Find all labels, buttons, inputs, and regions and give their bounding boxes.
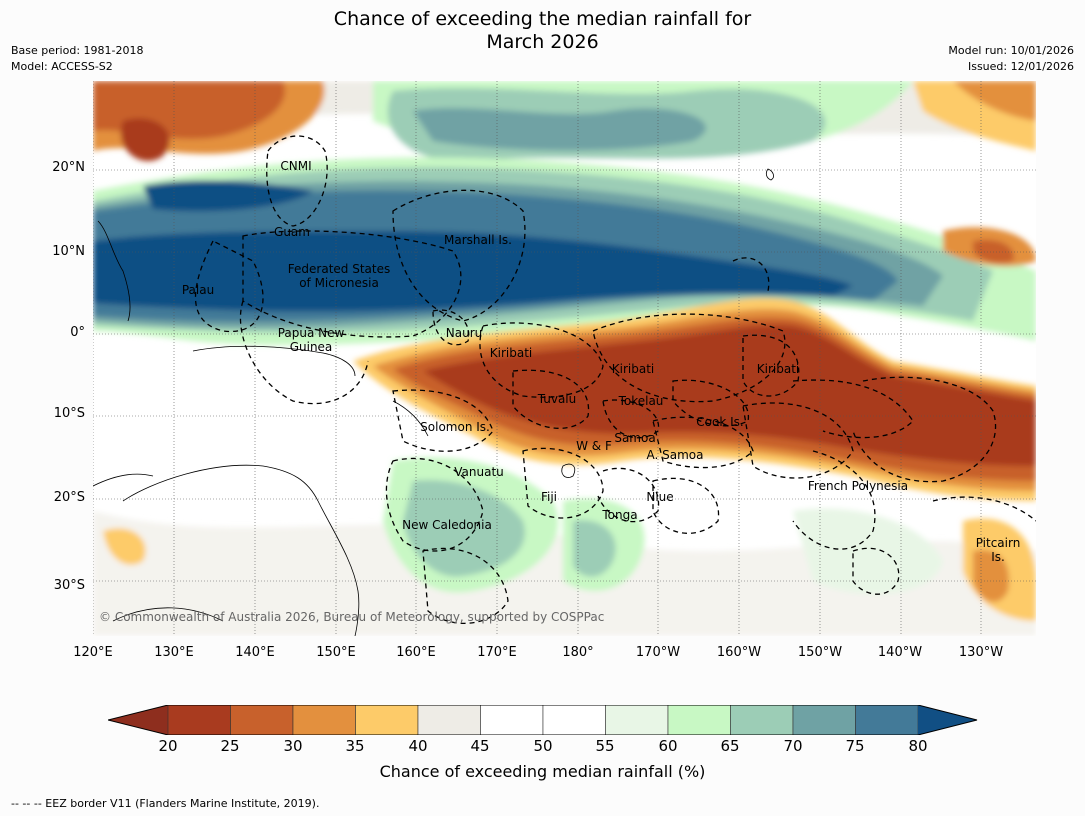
base-period: Base period: 1981-2018 xyxy=(11,44,144,57)
label-american-samoa: A. Samoa xyxy=(646,448,704,462)
colorbar-over-arrow xyxy=(918,705,977,735)
colorbar-cell xyxy=(792,705,856,735)
lat-tick-0: 0° xyxy=(70,325,85,340)
colorbar-tick: 45 xyxy=(470,737,490,755)
colorbar-tick: 35 xyxy=(345,737,365,755)
lon-tick-140w: 140°W xyxy=(877,645,923,660)
label-kiribati-west: Kiribati xyxy=(489,346,533,360)
copyright-notice: © Commonwealth of Australia 2026, Bureau… xyxy=(99,610,605,624)
label-pitcairn: Pitcairn Is. xyxy=(976,536,1021,564)
label-png-line1: Papua New xyxy=(277,326,345,340)
label-new-caledonia: New Caledonia xyxy=(402,518,492,532)
colorbar-tick: 30 xyxy=(283,737,303,755)
lon-tick-150w: 150°W xyxy=(797,645,843,660)
lon-tick-130e: 130°E xyxy=(154,645,194,660)
colorbar-cell xyxy=(167,705,231,735)
title-line-2: March 2026 xyxy=(486,31,599,53)
colorbar-tick: 60 xyxy=(658,737,678,755)
label-fiji: Fiji xyxy=(540,490,558,504)
lon-tick-180: 180° xyxy=(562,645,594,660)
lon-tick-160w: 160°W xyxy=(716,645,762,660)
label-palau: Palau xyxy=(181,283,215,297)
lon-tick-140e: 140°E xyxy=(235,645,275,660)
lat-tick-10n: 10°N xyxy=(52,244,85,259)
colorbar-cell xyxy=(417,705,481,735)
lon-tick-120e: 120°E xyxy=(73,645,113,660)
label-marshall: Marshall Is. xyxy=(444,233,512,247)
label-kiribati-central: Kiribati xyxy=(611,362,655,376)
colorbar-tick: 55 xyxy=(595,737,615,755)
lat-tick-20s: 20°S xyxy=(53,490,85,505)
issued-date: Issued: 12/01/2026 xyxy=(967,60,1074,73)
model-name: Model: ACCESS-S2 xyxy=(11,60,113,73)
label-cnmi: CNMI xyxy=(280,159,312,173)
label-fsm: Federated States of Micronesia xyxy=(288,262,390,290)
label-tonga: Tonga xyxy=(602,508,638,522)
colorbar-cell xyxy=(292,705,356,735)
metadata-right: Model run: 10/01/2026 Issued: 12/01/2026 xyxy=(948,43,1074,75)
colorbar-tick: 70 xyxy=(783,737,803,755)
colorbar-cell xyxy=(667,705,731,735)
colorbar-cell xyxy=(230,705,294,735)
label-kiribati-east: Kiribati xyxy=(756,362,800,376)
colorbar-cell xyxy=(605,705,669,735)
colorbar-tick: 20 xyxy=(158,737,178,755)
lon-tick-170w: 170°W xyxy=(635,645,681,660)
colorbar-tick: 25 xyxy=(220,737,240,755)
label-tuvalu: Tuvalu xyxy=(537,392,577,406)
colorbar-cell xyxy=(355,705,419,735)
label-french-polynesia: French Polynesia xyxy=(807,479,909,493)
label-niue: Niue xyxy=(646,490,674,504)
colorbar-cells xyxy=(167,705,919,735)
rainfall-map xyxy=(93,81,1036,636)
label-png-line2: Guinea xyxy=(289,340,333,354)
colorbar-tick: 80 xyxy=(908,737,928,755)
colorbar-cell xyxy=(730,705,794,735)
colorbar-tick: 40 xyxy=(408,737,428,755)
label-pitcairn-line2: Is. xyxy=(991,550,1005,564)
eez-legend-note: -- -- -- EEZ border V11 (Flanders Marine… xyxy=(11,797,320,810)
label-fsm-line1: Federated States xyxy=(287,262,391,276)
lat-tick-20n: 20°N xyxy=(52,160,85,175)
lon-tick-170e: 170°E xyxy=(477,645,517,660)
colorbar-cell xyxy=(542,705,606,735)
label-cook: Cook Is. xyxy=(696,415,744,429)
title-line-1: Chance of exceeding the median rainfall … xyxy=(333,8,752,30)
lat-tick-10s: 10°S xyxy=(53,406,85,421)
colorbar-outline xyxy=(108,705,978,735)
label-tokelau: Tokelau xyxy=(618,394,664,408)
colorbar-under-arrow xyxy=(108,705,168,735)
lat-tick-30s: 30°S xyxy=(53,578,85,593)
model-run: Model run: 10/01/2026 xyxy=(948,44,1074,57)
colorbar-cell xyxy=(855,705,919,735)
label-png: Papua New Guinea xyxy=(278,326,345,354)
lon-tick-150e: 150°E xyxy=(316,645,356,660)
colorbar-tick: 65 xyxy=(720,737,740,755)
label-guam: Guam xyxy=(274,225,310,239)
label-wallis-futuna: W & F xyxy=(576,439,612,453)
label-samoa: Samoa xyxy=(614,431,656,445)
colorbar-tick: 50 xyxy=(533,737,553,755)
map-title: Chance of exceeding the median rainfall … xyxy=(0,8,1085,54)
map-canvas xyxy=(93,81,1036,636)
lon-tick-160e: 160°E xyxy=(396,645,436,660)
metadata-left: Base period: 1981-2018 Model: ACCESS-S2 xyxy=(11,43,143,75)
colorbar-cell xyxy=(480,705,544,735)
label-fsm-line2: of Micronesia xyxy=(299,276,379,290)
colorbar-tick: 75 xyxy=(845,737,865,755)
label-pitcairn-line1: Pitcairn xyxy=(975,536,1021,550)
label-vanuatu: Vanuatu xyxy=(454,465,504,479)
colorbar-label: Chance of exceeding median rainfall (%) xyxy=(379,762,706,781)
lon-tick-130w: 130°W xyxy=(958,645,1004,660)
colorbar xyxy=(108,705,978,735)
label-solomon: Solomon Is. xyxy=(420,420,490,434)
label-nauru: Nauru xyxy=(445,326,483,340)
